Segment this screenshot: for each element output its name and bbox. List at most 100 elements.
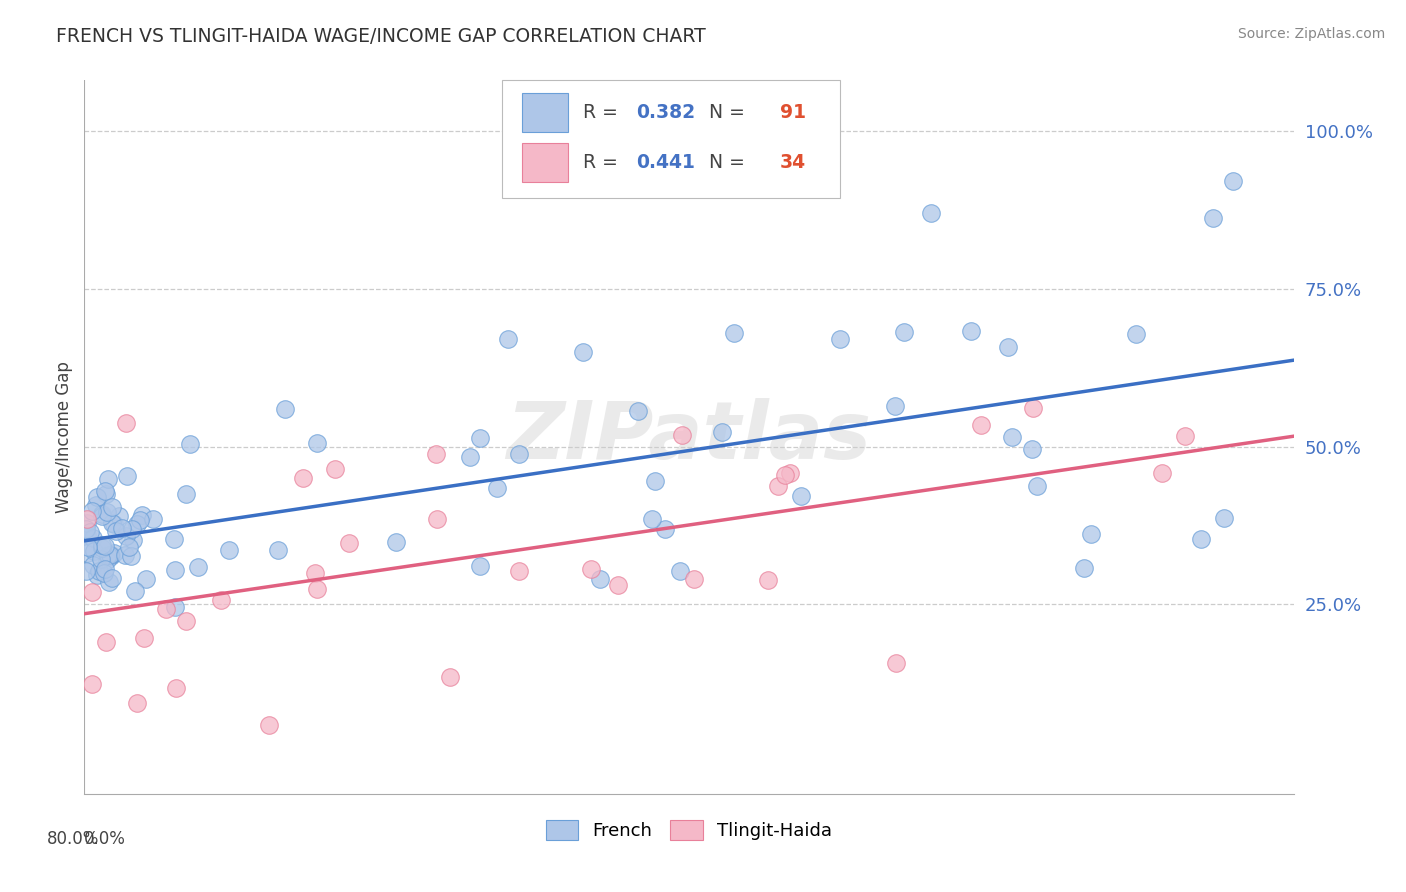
Point (1026, 479, 1049, 493)
Point (425, 447, 447, 461)
FancyBboxPatch shape (522, 143, 568, 182)
Point (87, 564, 110, 578)
FancyBboxPatch shape (522, 93, 568, 132)
Point (267, 542, 290, 557)
Point (830, 332, 852, 346)
Point (304, 566, 326, 580)
Point (1150, 466, 1173, 480)
Point (121, 522, 143, 536)
Point (122, 533, 145, 547)
FancyBboxPatch shape (502, 80, 841, 198)
Point (291, 471, 314, 485)
Point (209, 593, 232, 607)
Point (105, 524, 128, 538)
Point (174, 487, 197, 501)
Point (307, 435, 329, 450)
Point (627, 404, 650, 418)
Point (458, 450, 481, 465)
Point (142, 512, 165, 526)
Point (508, 565, 530, 579)
Point (884, 657, 907, 671)
Point (118, 540, 141, 554)
Point (96, 553, 118, 567)
Text: R =: R = (582, 103, 623, 122)
Point (75, 522, 97, 536)
Point (97, 472, 120, 486)
Point (176, 615, 198, 629)
Point (90, 538, 112, 552)
Point (654, 522, 676, 536)
Point (91, 541, 114, 555)
Point (127, 696, 149, 710)
Point (117, 469, 139, 483)
Point (91, 508, 114, 522)
Point (486, 481, 509, 495)
Point (93, 562, 115, 576)
Point (439, 670, 461, 684)
Point (1125, 326, 1147, 341)
Point (257, 717, 280, 731)
Point (606, 578, 628, 592)
Point (669, 564, 692, 578)
Point (644, 475, 666, 489)
Y-axis label: Wage/Income Gap: Wage/Income Gap (55, 361, 73, 513)
Point (187, 559, 209, 574)
Point (1073, 560, 1095, 574)
Text: 0.0%: 0.0% (84, 830, 127, 847)
Text: Source: ZipAtlas.com: Source: ZipAtlas.com (1237, 27, 1385, 41)
Point (179, 437, 201, 451)
Point (94, 540, 117, 554)
Text: R =: R = (582, 153, 623, 172)
Point (93, 566, 115, 580)
Point (76, 516, 98, 531)
Text: 0.382: 0.382 (636, 103, 695, 122)
Point (96, 505, 118, 519)
Point (103, 516, 125, 531)
Point (323, 462, 346, 476)
Point (103, 546, 125, 560)
Legend: French, Tlingit-Haida: French, Tlingit-Haida (537, 811, 841, 849)
Point (80, 677, 103, 691)
Text: 80.0%: 80.0% (46, 830, 100, 847)
Point (131, 508, 153, 523)
Text: ZIPatlas: ZIPatlas (506, 398, 872, 476)
Point (90, 552, 112, 566)
Point (101, 500, 124, 514)
Text: 0.441: 0.441 (636, 153, 695, 172)
Point (96, 486, 118, 500)
Point (723, 326, 745, 340)
Point (80, 504, 103, 518)
Point (773, 467, 796, 482)
Point (100, 548, 122, 562)
Point (132, 631, 155, 645)
Point (1222, 174, 1244, 188)
Point (94, 483, 117, 498)
Point (111, 521, 134, 535)
Point (710, 425, 733, 440)
Point (101, 571, 124, 585)
Point (165, 681, 187, 696)
Point (883, 399, 905, 413)
Point (756, 574, 779, 588)
Point (790, 489, 813, 503)
Point (124, 583, 146, 598)
Point (83, 544, 105, 558)
Text: N =: N = (697, 103, 751, 122)
Point (496, 332, 519, 346)
Point (274, 401, 297, 416)
Point (1202, 211, 1225, 225)
Point (86, 490, 108, 504)
Point (508, 447, 530, 461)
Point (641, 512, 664, 526)
Point (86, 567, 108, 582)
Point (76, 512, 98, 526)
Point (893, 325, 915, 339)
Point (997, 340, 1019, 354)
Point (1212, 511, 1234, 525)
Point (682, 572, 704, 586)
Text: 34: 34 (780, 153, 806, 172)
Point (779, 466, 801, 480)
Point (100, 549, 122, 563)
Point (920, 206, 942, 220)
Point (385, 534, 408, 549)
